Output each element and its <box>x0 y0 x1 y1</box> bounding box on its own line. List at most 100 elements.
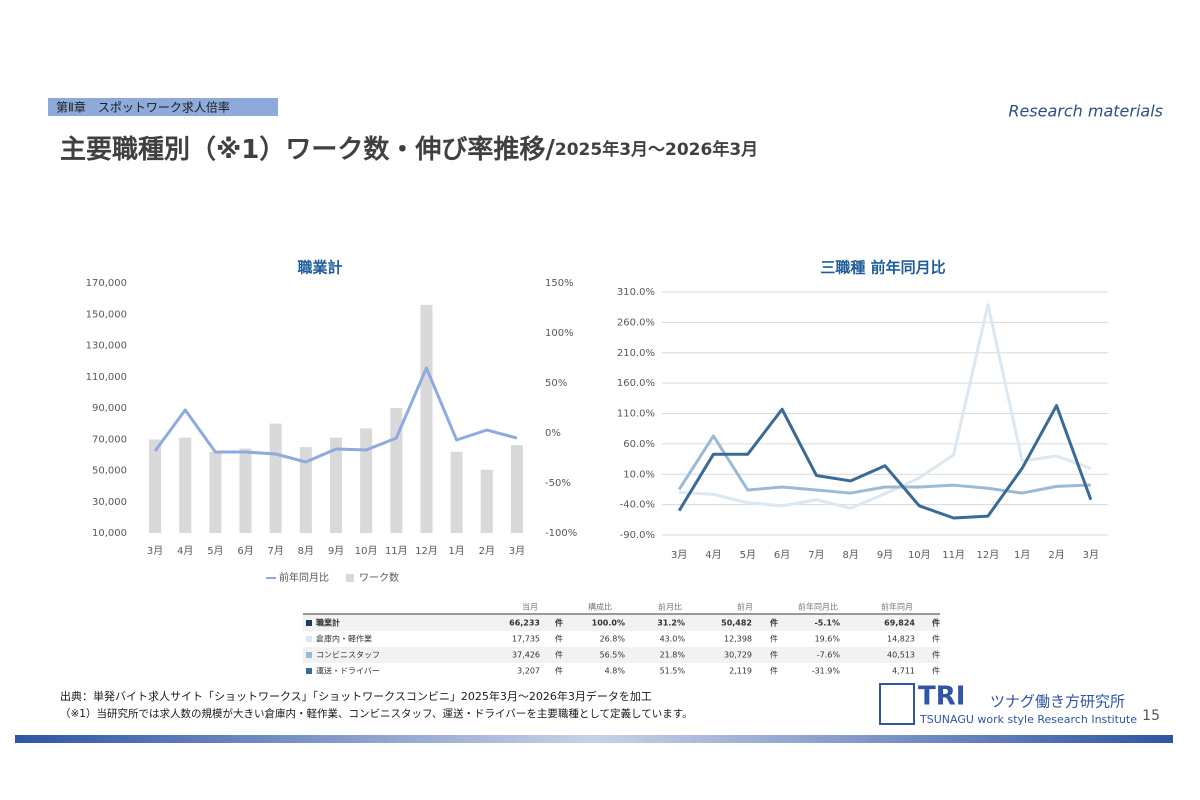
chart-title: 職業計 <box>297 259 342 277</box>
line <box>677 434 1091 495</box>
table-cell: 66,233 <box>509 619 540 628</box>
chapter-box <box>48 98 278 116</box>
table-cell: 4,711 <box>892 667 915 676</box>
x-tick-label: 8月 <box>298 545 314 557</box>
bar <box>269 423 282 533</box>
y-tick-label: 110,000 <box>86 372 127 383</box>
y-tick-label: 150,000 <box>86 309 127 320</box>
table-cell: 51.5% <box>660 667 686 676</box>
x-tick-label: 7月 <box>808 549 824 561</box>
row-swatch <box>306 636 312 642</box>
legend-label: ワーク数 <box>359 571 399 584</box>
x-tick-label: 4月 <box>177 545 193 557</box>
table-cell: 件 <box>555 618 563 628</box>
y-tick-label: -90.0% <box>620 530 655 541</box>
table-cell: 3,207 <box>517 667 540 676</box>
row-swatch <box>306 620 312 626</box>
table-cell: 件 <box>932 634 940 644</box>
line <box>679 303 1092 510</box>
table-header: 前年同月比 <box>798 602 838 612</box>
x-tick-label: 2月 <box>479 545 495 557</box>
table-cell: 69,824 <box>884 619 915 628</box>
table-row-bg <box>303 615 940 631</box>
table-cell: 件 <box>770 634 778 644</box>
y2-tick-label: 100% <box>545 328 574 339</box>
chapter: 第Ⅱ章 スポットワーク求人倍率 <box>56 100 230 115</box>
x-tick-label: 10月 <box>355 545 378 557</box>
table-cell: 14,823 <box>887 635 915 644</box>
table-cell: 26.8% <box>600 635 626 644</box>
x-tick-label: 12月 <box>977 549 1000 561</box>
x-tick-label: 1月 <box>448 545 464 557</box>
table-header: 前年同月 <box>881 602 913 612</box>
table-cell: 43.0% <box>660 635 686 644</box>
bar <box>149 439 162 533</box>
table-cell: -7.6% <box>817 651 841 660</box>
line <box>677 404 1093 520</box>
table-cell: 12,398 <box>724 635 752 644</box>
x-tick-label: 5月 <box>740 549 756 561</box>
bar <box>420 304 433 533</box>
row-label: 職業計 <box>316 618 340 628</box>
table-cell: 件 <box>932 618 940 628</box>
y-tick-label: 30,000 <box>92 497 127 508</box>
bar <box>360 428 373 533</box>
row-label: コンビニスタッフ <box>316 651 380 660</box>
table-cell: 件 <box>770 618 778 628</box>
x-tick-label: 12月 <box>415 545 438 557</box>
x-tick-label: 5月 <box>207 545 223 557</box>
org: ツナグ働き方研究所 <box>990 693 1125 711</box>
table-cell: 30,729 <box>724 651 752 660</box>
y-tick-label: 60.0% <box>623 439 655 450</box>
bar <box>450 451 463 533</box>
x-tick-label: 4月 <box>705 549 721 561</box>
y-tick-label: 130,000 <box>86 341 127 352</box>
table-cell: 21.8% <box>660 651 686 660</box>
bar <box>179 437 192 533</box>
table-cell: 件 <box>555 634 563 644</box>
table-header: 当月 <box>522 602 538 612</box>
table-cell: 19.6% <box>815 635 841 644</box>
table-cell: -31.9% <box>812 667 841 676</box>
y-tick-label: 50,000 <box>92 466 127 477</box>
chart-title: 三職種 前年同月比 <box>820 259 945 277</box>
y-tick-label: 10.0% <box>623 469 655 480</box>
row-swatch <box>306 668 312 674</box>
table-cell: 56.5% <box>600 651 626 660</box>
y-tick-label: 210.0% <box>617 348 655 359</box>
y-tick-label: 170,000 <box>86 278 127 289</box>
table-cell: 17,735 <box>512 635 540 644</box>
title-main: 主要職種別（※1）ワーク数・伸び率推移/ <box>60 134 555 165</box>
logo: TRI <box>918 682 965 712</box>
table-cell: 100.0% <box>592 619 625 628</box>
y-tick-label: 160.0% <box>617 378 655 389</box>
x-tick-label: 7月 <box>268 545 284 557</box>
row-label: 運送・ドライバー <box>316 666 380 676</box>
table-cell: 31.2% <box>657 619 685 628</box>
table-cell: 2,119 <box>729 667 752 676</box>
y2-tick-label: 50% <box>545 378 567 389</box>
x-tick-label: 1月 <box>1014 549 1030 561</box>
table-cell: 件 <box>555 666 563 676</box>
legend-label: 前年同月比 <box>279 571 329 584</box>
x-tick-label: 9月 <box>328 545 344 557</box>
note: （※1）当研究所では求人数の規模が大きい倉庫内・軽作業、コンビニスタッフ、運送・… <box>60 707 693 720</box>
x-tick-label: 11月 <box>942 549 965 561</box>
y-tick-label: 310.0% <box>617 287 655 298</box>
title-period: 2025年3月～2026年3月 <box>555 139 758 160</box>
x-tick-label: 3月 <box>1083 549 1099 561</box>
table-cell: 件 <box>770 666 778 676</box>
y-tick-label: 70,000 <box>92 434 127 445</box>
table-header: 前月 <box>737 602 753 612</box>
x-tick-label: 10月 <box>908 549 931 561</box>
x-tick-label: 2月 <box>1048 549 1064 561</box>
table-cell: 件 <box>932 666 940 676</box>
y2-tick-label: -50% <box>545 478 571 489</box>
y2-tick-label: -100% <box>545 528 577 539</box>
table-cell: 件 <box>555 650 563 660</box>
bar <box>510 445 523 533</box>
x-tick-label: 3月 <box>671 549 687 561</box>
row-swatch <box>306 652 312 658</box>
